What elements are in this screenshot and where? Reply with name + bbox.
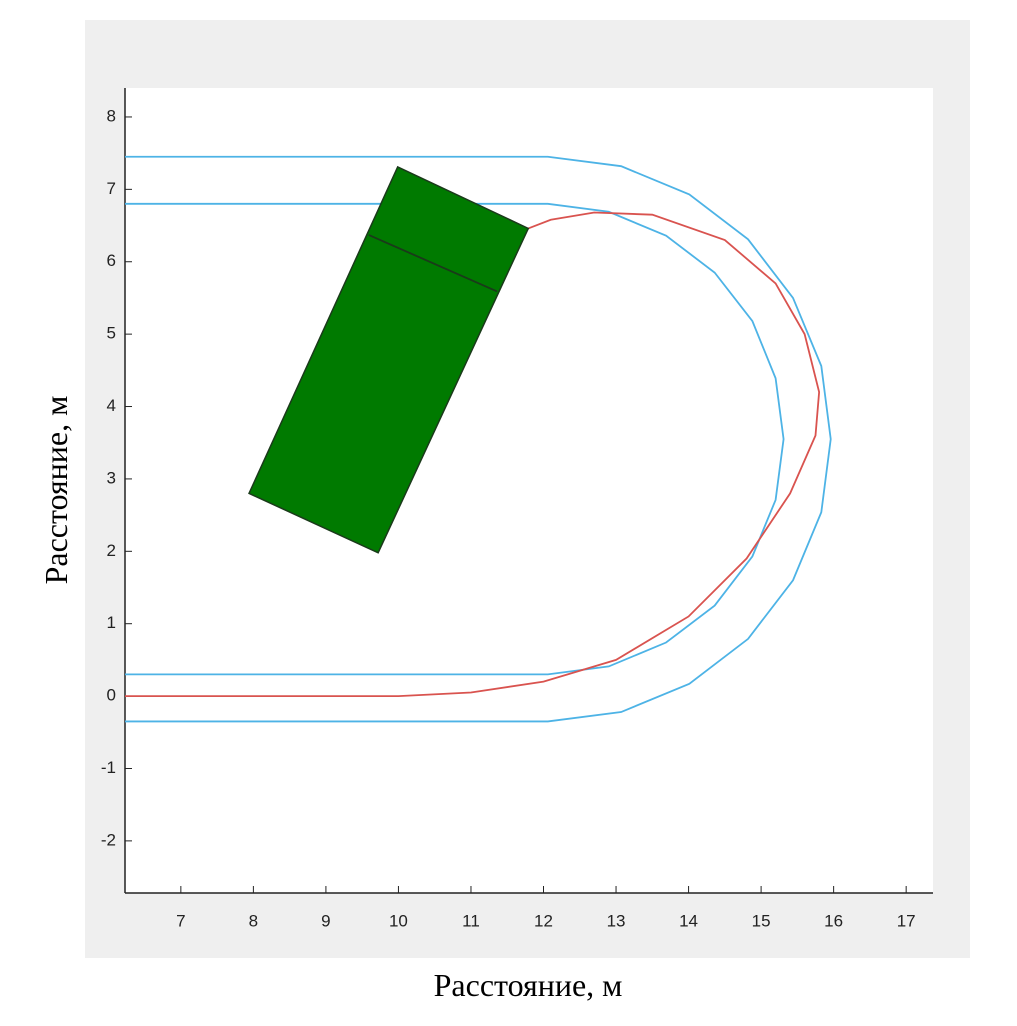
y-tick-label: 6 xyxy=(107,251,116,270)
vehicle xyxy=(248,165,530,554)
x-axis-label: Расстояние, м xyxy=(434,967,623,1003)
x-tick-label: 13 xyxy=(607,911,626,930)
y-tick-label: -2 xyxy=(101,830,116,849)
axes-background xyxy=(125,88,933,893)
y-tick-label: 4 xyxy=(107,396,116,415)
x-tick-label: 16 xyxy=(824,911,843,930)
y-tick-label: 1 xyxy=(107,613,116,632)
y-tick-label: 5 xyxy=(107,324,116,343)
x-tick-label: 17 xyxy=(897,911,916,930)
x-tick-label: 9 xyxy=(321,911,330,930)
line xyxy=(368,234,498,293)
x-tick-label: 11 xyxy=(462,911,480,930)
y-tick-label: -1 xyxy=(101,758,116,777)
x-tick-label: 15 xyxy=(752,911,771,930)
x-tick-label: 10 xyxy=(389,911,408,930)
y-tick-label: 8 xyxy=(107,106,116,125)
y-tick-label: 0 xyxy=(107,686,116,705)
line xyxy=(125,211,821,697)
y-axis-label: Расстояние, м xyxy=(38,396,74,585)
x-tick-label: 14 xyxy=(679,911,698,930)
y-tick-label: 7 xyxy=(107,179,116,198)
x-tick-label: 12 xyxy=(534,911,553,930)
y-tick-label: 2 xyxy=(107,541,116,560)
x-tick-label: 7 xyxy=(176,911,185,930)
y-tick-label: 3 xyxy=(107,468,116,487)
line xyxy=(125,202,785,676)
x-tick-label: 8 xyxy=(249,911,258,930)
line xyxy=(125,155,832,723)
